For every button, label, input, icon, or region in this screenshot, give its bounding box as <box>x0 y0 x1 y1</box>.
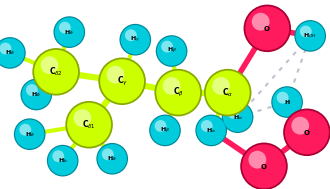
Text: $\mathbf{O}$: $\mathbf{O}$ <box>303 128 311 137</box>
Ellipse shape <box>155 120 167 132</box>
Ellipse shape <box>156 35 187 67</box>
Ellipse shape <box>163 77 181 95</box>
Ellipse shape <box>107 66 124 84</box>
Ellipse shape <box>300 26 312 37</box>
Text: $\mathbf{C}_{\alpha}$: $\mathbf{C}_{\alpha}$ <box>222 86 233 99</box>
Ellipse shape <box>74 109 91 127</box>
Ellipse shape <box>102 148 114 160</box>
Ellipse shape <box>245 6 289 50</box>
Ellipse shape <box>283 108 330 156</box>
Ellipse shape <box>48 146 77 175</box>
Ellipse shape <box>273 87 302 117</box>
Ellipse shape <box>26 84 38 96</box>
Text: $\mathbf{H}_{\alpha}$: $\mathbf{H}_{\alpha}$ <box>206 126 216 135</box>
Ellipse shape <box>67 103 111 147</box>
Ellipse shape <box>22 80 51 109</box>
Ellipse shape <box>41 56 58 74</box>
Ellipse shape <box>201 120 213 132</box>
Ellipse shape <box>206 71 250 115</box>
Text: $\mathbf{H}_{OH}$: $\mathbf{H}_{OH}$ <box>303 31 317 40</box>
Ellipse shape <box>65 101 113 149</box>
Ellipse shape <box>285 110 329 154</box>
Ellipse shape <box>248 151 266 169</box>
Text: $\mathbf{H}_{\delta}$: $\mathbf{H}_{\delta}$ <box>25 130 35 139</box>
Text: $\mathbf{C}_{\gamma}$: $\mathbf{C}_{\gamma}$ <box>116 75 128 88</box>
Ellipse shape <box>212 77 230 95</box>
Text: $\mathbf{H}$: $\mathbf{H}$ <box>284 98 290 106</box>
Text: $\mathbf{H}_{\alpha}$: $\mathbf{H}_{\alpha}$ <box>233 113 243 122</box>
Ellipse shape <box>55 17 84 47</box>
Ellipse shape <box>271 86 303 118</box>
Ellipse shape <box>252 13 270 31</box>
Text: $\mathbf{C}_{\beta}$: $\mathbf{C}_{\beta}$ <box>173 86 184 99</box>
Ellipse shape <box>59 22 71 34</box>
Ellipse shape <box>100 59 144 103</box>
Text: $\mathbf{H}_{\delta}$: $\mathbf{H}_{\delta}$ <box>107 154 117 163</box>
Text: $\mathbf{H}_{\delta}$: $\mathbf{H}_{\delta}$ <box>5 48 15 57</box>
Ellipse shape <box>156 71 200 115</box>
Ellipse shape <box>154 69 202 116</box>
Ellipse shape <box>47 145 79 177</box>
Text: $\mathbf{H}_{\gamma}$: $\mathbf{H}_{\gamma}$ <box>130 35 140 45</box>
Ellipse shape <box>227 107 239 119</box>
Ellipse shape <box>277 92 289 104</box>
Ellipse shape <box>195 115 227 146</box>
Ellipse shape <box>291 117 309 135</box>
Ellipse shape <box>96 143 128 175</box>
Ellipse shape <box>161 41 173 53</box>
Ellipse shape <box>14 118 46 150</box>
Text: $\mathbf{H}_{\beta}$: $\mathbf{H}_{\beta}$ <box>160 125 170 136</box>
Text: $\mathbf{C}_{\delta1}$: $\mathbf{C}_{\delta1}$ <box>82 119 96 131</box>
Ellipse shape <box>149 115 181 146</box>
Ellipse shape <box>240 143 288 189</box>
Ellipse shape <box>150 116 180 145</box>
Ellipse shape <box>157 36 186 66</box>
Ellipse shape <box>244 5 291 52</box>
Ellipse shape <box>0 43 12 54</box>
Ellipse shape <box>20 79 52 110</box>
Ellipse shape <box>0 37 26 69</box>
Text: $\mathbf{H}_{\delta}$: $\mathbf{H}_{\delta}$ <box>31 90 41 99</box>
Ellipse shape <box>242 144 286 188</box>
Ellipse shape <box>98 57 146 105</box>
Ellipse shape <box>53 16 85 48</box>
Ellipse shape <box>19 124 31 136</box>
Ellipse shape <box>121 25 150 54</box>
Text: $\mathbf{H}_{\beta}$: $\mathbf{H}_{\beta}$ <box>167 46 177 56</box>
Ellipse shape <box>125 29 137 41</box>
Text: $\mathbf{O}$: $\mathbf{O}$ <box>263 24 271 33</box>
Ellipse shape <box>34 50 78 94</box>
Ellipse shape <box>204 69 251 116</box>
Ellipse shape <box>223 102 252 132</box>
Ellipse shape <box>32 48 80 96</box>
Text: $\mathbf{C}_{\delta2}$: $\mathbf{C}_{\delta2}$ <box>49 66 63 78</box>
Ellipse shape <box>0 38 24 68</box>
Ellipse shape <box>296 21 325 51</box>
Text: $\mathbf{H}_{b}$: $\mathbf{H}_{b}$ <box>58 156 68 165</box>
Text: $\mathbf{O}$: $\mathbf{O}$ <box>260 162 268 171</box>
Ellipse shape <box>52 150 64 162</box>
Ellipse shape <box>119 24 151 56</box>
Text: $\mathbf{H}_{\delta}$: $\mathbf{H}_{\delta}$ <box>64 28 74 37</box>
Ellipse shape <box>197 116 226 145</box>
Ellipse shape <box>15 119 44 149</box>
Ellipse shape <box>98 144 127 174</box>
Ellipse shape <box>294 20 326 52</box>
Ellipse shape <box>222 101 253 133</box>
